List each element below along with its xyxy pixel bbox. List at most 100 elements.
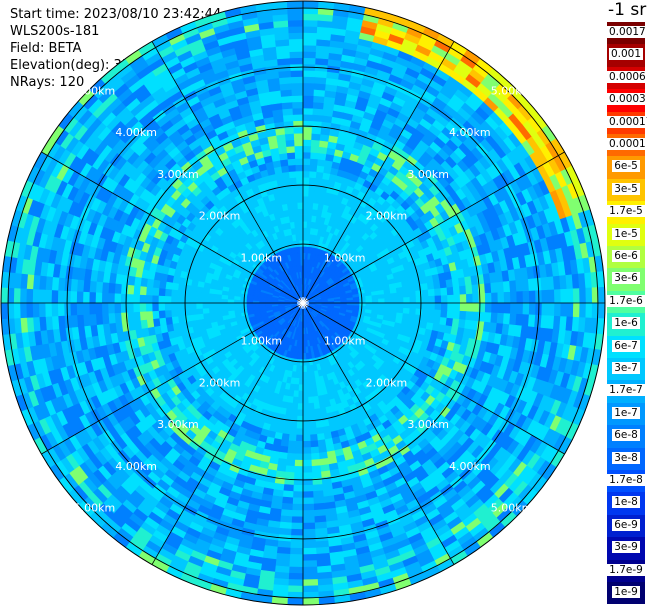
heatmap-cell — [471, 311, 480, 322]
heatmap-cell — [306, 377, 312, 386]
heatmap-cell — [294, 459, 304, 467]
heatmap-cell — [311, 126, 322, 135]
heatmap-cell — [171, 315, 180, 325]
heatmap-cell — [490, 282, 499, 294]
heatmap-cell — [434, 288, 442, 297]
heatmap-cell — [177, 315, 186, 324]
heatmap-cell — [459, 310, 467, 321]
heatmap-cell — [293, 472, 304, 480]
heatmap-cell — [597, 286, 606, 304]
heatmap-cell — [310, 139, 321, 147]
heatmap-cell — [572, 302, 581, 318]
heatmap-cell — [82, 313, 91, 327]
heatmap-cell — [422, 302, 430, 310]
heatmap-cell — [472, 302, 480, 313]
heatmap-cell — [151, 294, 159, 304]
heatmap-cell — [384, 293, 392, 300]
heatmap-cell — [434, 309, 442, 318]
heatmap-cell — [308, 183, 316, 191]
heatmap-cell — [126, 302, 134, 313]
heatmap-cell — [101, 292, 109, 304]
heatmap-cell — [403, 297, 411, 304]
heatmap-cell — [13, 302, 21, 319]
heatmap-cell — [302, 466, 313, 474]
heatmap-cell — [157, 302, 166, 311]
heatmap-cell — [298, 371, 304, 379]
heatmap-cell — [502, 280, 511, 293]
heatmap-cell — [302, 183, 310, 191]
heatmap-cell — [88, 291, 96, 304]
heatmap-cell — [547, 289, 555, 304]
heatmap-cell — [288, 434, 297, 442]
heatmap-cell — [415, 290, 423, 298]
heatmap-cell — [302, 378, 308, 386]
heatmap-cell — [302, 227, 308, 235]
heatmap-cell — [440, 302, 449, 311]
heatmap-cell — [288, 427, 297, 436]
heatmap-cell — [313, 408, 322, 416]
heatmap-cell — [547, 302, 555, 317]
heatmap-cell — [302, 409, 310, 417]
heatmap-cell — [491, 292, 499, 304]
heatmap-cell — [308, 421, 317, 429]
heatmap-cell — [440, 309, 448, 319]
heatmap-cell — [302, 208, 309, 216]
heatmap-cell — [69, 302, 78, 316]
heatmap-cell — [57, 289, 65, 304]
heatmap-cell — [560, 288, 568, 304]
heatmap-cell — [295, 434, 304, 442]
heatmap-cell — [307, 195, 315, 204]
heatmap-cell — [554, 289, 562, 304]
heatmap-cell — [459, 294, 467, 304]
heatmap-cell — [189, 302, 197, 310]
heatmap-cell — [195, 297, 203, 304]
heatmap-cell — [307, 402, 315, 411]
heatmap-cell — [284, 465, 295, 473]
heatmap-cell — [510, 291, 518, 304]
heatmap-cell — [302, 459, 312, 467]
heatmap-cell — [214, 306, 222, 313]
heatmap-cell — [459, 285, 467, 296]
heatmap-cell — [287, 440, 297, 448]
heatmap-cell — [484, 292, 493, 304]
heatmap-cell — [447, 302, 455, 312]
heatmap-cell — [312, 395, 320, 404]
heatmap-cell — [220, 298, 228, 304]
heatmap-cell — [158, 287, 166, 297]
heatmap-cell — [302, 145, 312, 153]
heatmap-cell — [434, 302, 442, 311]
heatmap-cell — [95, 313, 104, 326]
heatmap-cell — [471, 284, 480, 295]
heatmap-cell — [560, 302, 568, 318]
heatmap-cell — [13, 287, 21, 304]
heatmap-cell — [44, 302, 52, 317]
heatmap-cell — [302, 176, 310, 184]
heatmap-cell — [132, 293, 140, 304]
heatmap-cell — [302, 497, 314, 505]
heatmap-cell — [421, 289, 429, 298]
heatmap-cell — [309, 427, 318, 436]
heatmap-cell — [164, 309, 172, 318]
heatmap-cell — [113, 292, 122, 304]
heatmap-cell — [171, 281, 180, 291]
heatmap-cell — [302, 32, 318, 40]
heatmap-cell — [426, 315, 435, 325]
heatmap-cell — [170, 295, 178, 304]
heatmap-cell — [298, 378, 304, 386]
heatmap-cell — [311, 471, 322, 480]
heatmap-cell — [302, 415, 310, 423]
heatmap-cell — [282, 484, 294, 492]
heatmap-cell — [302, 164, 311, 172]
heatmap-cell — [415, 308, 423, 316]
heatmap-cell — [312, 114, 324, 122]
heatmap-cell — [503, 291, 511, 304]
heatmap-cell — [113, 302, 122, 314]
heatmap-cell — [308, 415, 316, 423]
heatmap-cell — [190, 313, 198, 322]
heatmap-cell — [302, 365, 307, 373]
heatmap-cell — [396, 292, 404, 299]
heatmap-cell — [132, 302, 140, 313]
heatmap-cell — [51, 289, 59, 304]
heatmap-cell — [107, 312, 116, 324]
heatmap-cell — [313, 82, 327, 91]
